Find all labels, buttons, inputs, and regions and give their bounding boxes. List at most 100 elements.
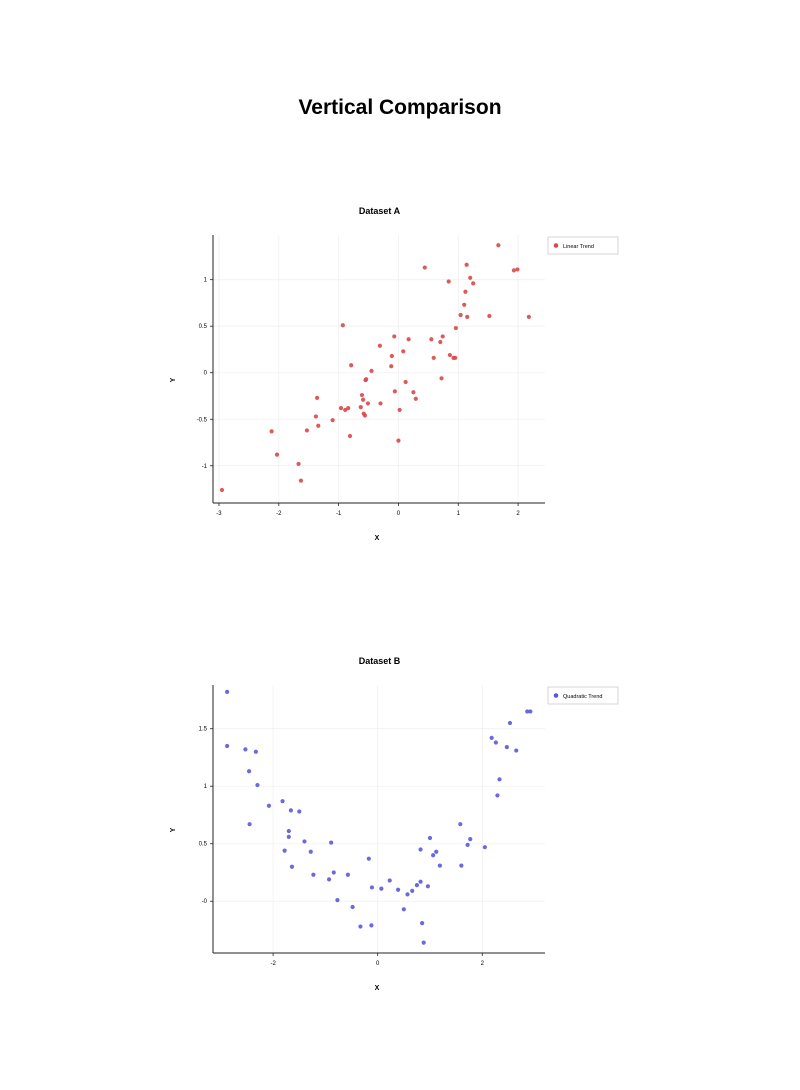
data-point [434, 849, 439, 854]
data-point [350, 904, 355, 910]
data-point [468, 837, 473, 842]
data-point [308, 849, 313, 854]
data-point [425, 884, 430, 889]
data-point [369, 923, 374, 928]
data-point [298, 478, 304, 483]
data-point [362, 413, 368, 418]
data-point [496, 243, 501, 248]
data-point [345, 872, 350, 877]
data-point [405, 892, 410, 897]
legend-marker [553, 243, 559, 248]
data-point [346, 405, 351, 411]
data-point [331, 870, 336, 875]
data-point [422, 265, 427, 270]
data-point [396, 438, 401, 443]
data-point [406, 337, 411, 342]
data-point [280, 799, 285, 804]
data-point [246, 769, 252, 774]
data-point [311, 872, 316, 877]
data-point [314, 395, 320, 400]
chart-title: Dataset A [359, 206, 401, 216]
data-point [464, 262, 469, 267]
data-point [413, 396, 418, 401]
y-axis-label: Y [170, 827, 177, 832]
y-tick-label: -0 [202, 899, 208, 905]
data-point [438, 339, 443, 345]
data-point [359, 392, 365, 398]
data-point [366, 856, 371, 861]
data-point [297, 809, 302, 814]
data-point [458, 822, 463, 827]
data-point [274, 452, 280, 457]
x-tick-label: 0 [397, 511, 401, 517]
data-point [395, 887, 401, 892]
data-point [365, 401, 371, 406]
x-axis-label: X [375, 535, 380, 542]
data-point [459, 863, 464, 868]
data-point [411, 390, 416, 395]
data-point [497, 777, 502, 782]
data-point [463, 289, 468, 294]
x-tick-label: -3 [216, 511, 222, 517]
x-tick-label: 2 [516, 511, 520, 517]
legend-label: Linear Trend [563, 244, 594, 250]
data-point [420, 920, 425, 926]
chart-title: Dataset B [359, 656, 401, 666]
data-point [493, 740, 498, 745]
data-point [358, 924, 363, 929]
data-point [504, 745, 509, 750]
data-point [253, 749, 258, 754]
data-point [340, 323, 345, 328]
data-point [286, 834, 291, 839]
y-tick-label: 1 [204, 278, 208, 284]
data-point [377, 343, 382, 348]
data-point [387, 878, 392, 883]
y-tick-label: -0.5 [197, 417, 208, 423]
data-point [468, 275, 473, 280]
data-point [453, 355, 458, 360]
legend-box [547, 236, 619, 255]
data-point [369, 885, 375, 890]
data-point [421, 940, 426, 945]
data-point [219, 487, 225, 493]
legend-box [547, 686, 619, 705]
data-point [515, 267, 520, 272]
data-point [369, 368, 374, 373]
data-point [266, 803, 272, 808]
data-point [330, 418, 335, 423]
data-point [446, 279, 451, 284]
data-point [525, 709, 530, 714]
data-point [429, 337, 434, 342]
y-tick-label: 0.5 [199, 842, 208, 848]
data-point [431, 853, 436, 858]
data-point [440, 334, 445, 339]
x-tick-label: 0 [376, 961, 380, 967]
data-point [338, 405, 344, 411]
y-axis-label: Y [170, 377, 177, 382]
data-point [225, 689, 230, 695]
data-point [453, 325, 458, 331]
data-point [335, 897, 340, 903]
data-point [528, 709, 533, 714]
data-point [392, 334, 397, 339]
data-point [462, 302, 467, 307]
data-point [401, 349, 406, 354]
data-point [364, 377, 369, 382]
data-point [389, 364, 394, 369]
data-point [225, 743, 230, 749]
legend-label: Quadratic Trend [563, 694, 602, 700]
data-point [437, 863, 443, 868]
data-point [465, 314, 470, 319]
data-point [288, 808, 294, 813]
x-tick-label: -2 [276, 511, 282, 517]
data-point [431, 355, 436, 360]
data-point [403, 379, 408, 385]
x-axis-label: X [375, 985, 380, 992]
y-tick-label: -1 [202, 464, 208, 470]
data-point [439, 376, 444, 381]
data-point [243, 747, 248, 752]
dataset-a-chart: Dataset A -3 -2 -1 0 1 2 -1 -0.5 0 0.5 1 X Y Linear Tr… [170, 206, 619, 542]
data-point [313, 414, 318, 419]
data-point [286, 828, 291, 834]
dataset-b-chart: Dataset B -2 0 2 -0 0.5 1 1.5 X Y Quadratic Trend [170, 656, 619, 992]
